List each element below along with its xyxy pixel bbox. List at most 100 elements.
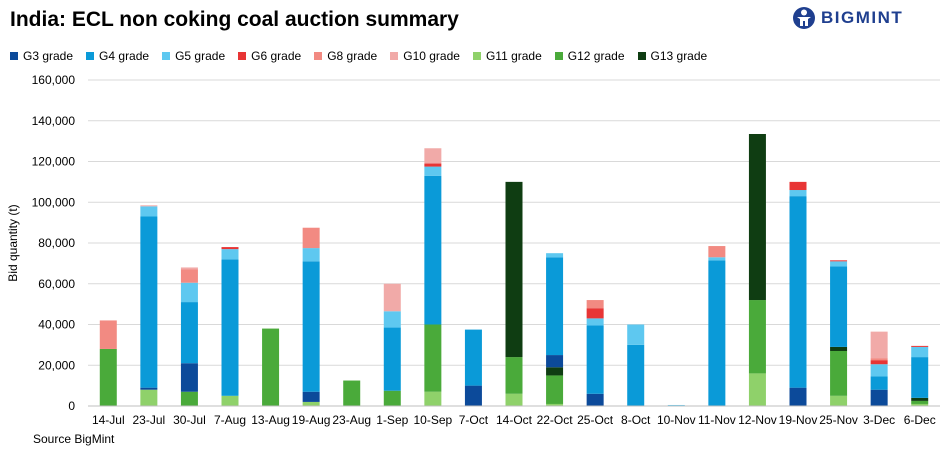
bar-segment	[383, 327, 401, 391]
bar-segment	[870, 360, 888, 365]
y-tick-label: 20,000	[38, 358, 75, 372]
bar-segment	[870, 358, 888, 361]
bar-segment	[221, 247, 239, 250]
legend-swatch	[554, 52, 563, 60]
bar-segment	[424, 175, 442, 325]
x-tick-label: 6-Dec	[904, 413, 936, 427]
legend-swatch	[238, 52, 247, 60]
legend-label: G8 grade	[327, 49, 378, 63]
bar-segment	[870, 364, 888, 377]
x-tick-label: 12-Nov	[738, 413, 777, 427]
bar-segment	[424, 166, 442, 176]
bar-segment	[708, 246, 726, 258]
legend-swatch	[637, 52, 646, 60]
bar-segment	[505, 393, 523, 406]
bar-segment	[383, 311, 401, 328]
bar-segment	[830, 350, 848, 396]
legend-swatch	[472, 52, 481, 60]
y-tick-label: 160,000	[32, 73, 76, 87]
bar-segment	[748, 300, 766, 374]
bar-segment	[911, 345, 929, 347]
bar-segment	[464, 385, 482, 406]
legend-item: G4 grade	[86, 49, 149, 63]
legend-label: G3 grade	[23, 49, 74, 63]
bar-segment	[99, 320, 117, 349]
bar-segment	[302, 261, 320, 392]
bar-segment	[708, 260, 726, 406]
bar-segment	[586, 300, 604, 309]
bar-segment	[140, 205, 158, 207]
bar-segment	[221, 249, 239, 260]
x-tick-label: 7-Oct	[459, 413, 489, 427]
bar-segment	[140, 206, 158, 217]
bar-segment	[505, 181, 523, 358]
bar-segment	[789, 181, 807, 191]
bar-segment	[911, 403, 929, 406]
bar-segment	[546, 403, 564, 406]
bar-segment	[586, 325, 604, 394]
bar-segment	[586, 318, 604, 326]
y-axis-label: Bid quantity (t)	[6, 204, 20, 281]
bar-segment	[911, 346, 929, 358]
bar-segment	[262, 328, 280, 406]
y-tick-label: 140,000	[32, 114, 76, 128]
bar-segment	[546, 355, 564, 368]
legend-item: G12 grade	[554, 49, 625, 63]
bar-segment	[870, 376, 888, 390]
bar-segment	[830, 260, 848, 262]
x-tick-label: 3-Dec	[863, 413, 895, 427]
bar-segment	[180, 282, 198, 303]
legend-swatch	[86, 52, 95, 60]
bar-segment	[789, 196, 807, 388]
x-tick-label: 30-Jul	[173, 413, 206, 427]
x-tick-label: 14-Jul	[92, 413, 125, 427]
y-tick-label: 0	[68, 399, 75, 413]
y-tick-label: 100,000	[32, 195, 76, 209]
legend-item: G10 grade	[390, 49, 460, 63]
bar-segment	[708, 257, 726, 261]
legend-item: G13 grade	[637, 49, 707, 63]
y-tick-label: 40,000	[38, 318, 75, 332]
bar-segment	[667, 404, 685, 406]
x-tick-label: 10-Nov	[657, 413, 696, 427]
bar-segment	[221, 395, 239, 406]
x-tick-label: 7-Aug	[214, 413, 246, 427]
y-tick-label: 60,000	[38, 277, 75, 291]
bar-segment	[911, 400, 929, 404]
bar-segment	[789, 190, 807, 197]
bar-segment	[343, 380, 361, 406]
x-tick-label: 25-Nov	[819, 413, 858, 427]
bar-segment	[180, 269, 198, 283]
legend-item: G11 grade	[472, 49, 542, 63]
bar-segment	[911, 397, 929, 401]
bar-segment	[546, 367, 564, 376]
x-tick-label: 14-Oct	[496, 413, 533, 427]
x-tick-label: 10-Sep	[414, 413, 453, 427]
legend-item: G3 grade	[10, 49, 73, 63]
bar-segment	[748, 133, 766, 301]
bar-segment	[140, 387, 158, 390]
bar-segment	[830, 346, 848, 351]
chart-title: India: ECL non coking coal auction summa…	[10, 8, 459, 31]
bar-segment	[789, 387, 807, 406]
legend-item: G5 grade	[162, 49, 225, 63]
bar-segment	[586, 308, 604, 319]
bar-segment	[180, 267, 198, 270]
legend-label: G5 grade	[175, 49, 226, 63]
legend-swatch	[314, 52, 323, 60]
bar-segment	[383, 283, 401, 312]
legend-item: G6 grade	[238, 49, 301, 63]
x-tick-label: 25-Oct	[577, 413, 614, 427]
bar-segment	[830, 266, 848, 347]
bar-segment	[870, 331, 888, 359]
bar-segment	[546, 257, 564, 356]
bar-segment	[140, 216, 158, 388]
y-tick-label: 80,000	[38, 236, 75, 250]
source-note: Source BigMint	[33, 432, 115, 446]
y-tick-label: 120,000	[32, 155, 76, 169]
bar-segment	[830, 261, 848, 267]
bar-segment	[627, 344, 645, 406]
bar-segment	[180, 391, 198, 406]
legend-label: G6 grade	[251, 49, 302, 63]
